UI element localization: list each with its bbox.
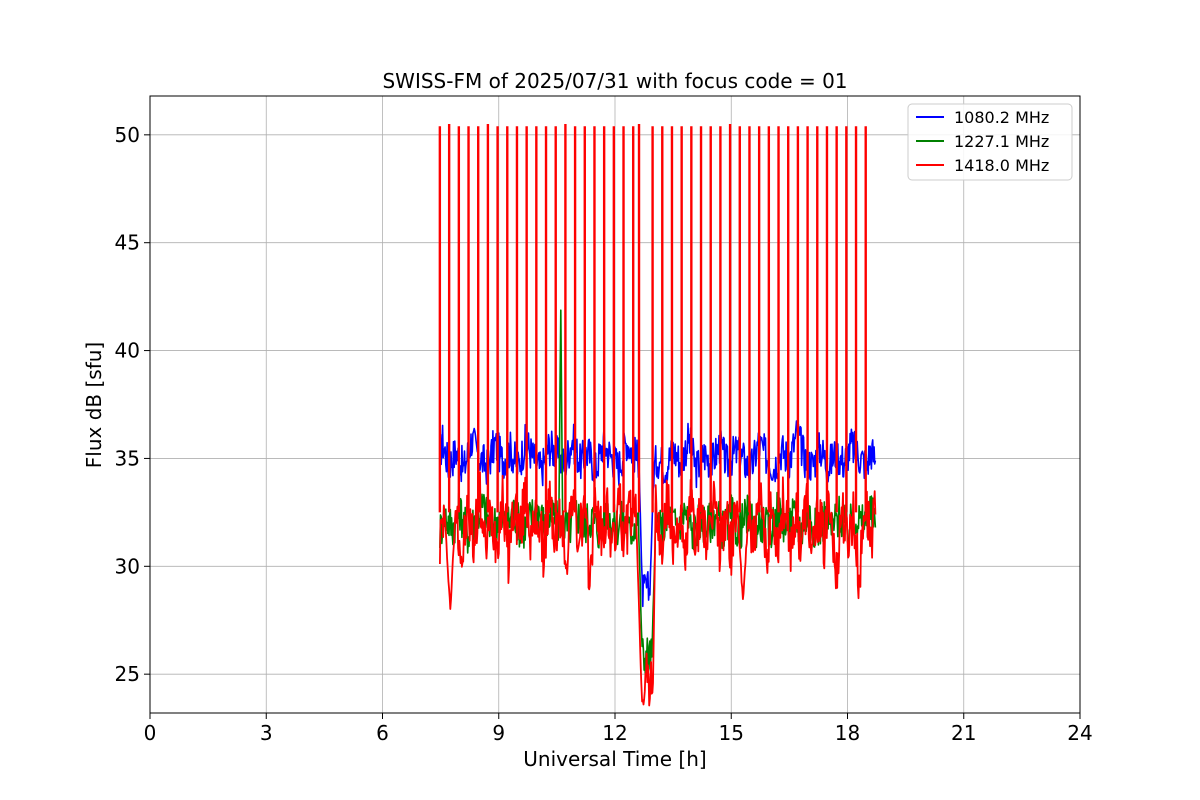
x-tick-label: 12 bbox=[602, 721, 627, 745]
x-axis-label: Universal Time [h] bbox=[523, 747, 706, 771]
y-tick-label: 40 bbox=[115, 339, 140, 363]
x-tick-label: 9 bbox=[492, 721, 505, 745]
legend-label: 1080.2 MHz bbox=[954, 108, 1049, 127]
legend-label: 1418.0 MHz bbox=[954, 156, 1049, 175]
x-tick-label: 21 bbox=[951, 721, 976, 745]
x-tick-label: 0 bbox=[144, 721, 157, 745]
series-0 bbox=[439, 420, 877, 608]
y-tick-label: 25 bbox=[115, 662, 140, 686]
x-tick-label: 6 bbox=[376, 721, 389, 745]
legend: 1080.2 MHz 1227.1 MHz 1418.0 MHz bbox=[907, 103, 1073, 181]
x-tick-label: 18 bbox=[835, 721, 860, 745]
y-tick-label: 45 bbox=[115, 231, 140, 255]
y-tick-label: 50 bbox=[115, 123, 140, 147]
series-line bbox=[439, 420, 877, 608]
x-tick-label: 3 bbox=[260, 721, 273, 745]
y-axis-label: Flux dB [sfu] bbox=[82, 342, 106, 468]
y-axis-ticks: 25 30 35 40 45 50 bbox=[115, 123, 150, 686]
y-tick-label: 35 bbox=[115, 446, 140, 470]
x-axis-ticks: 0 3 6 9 12 15 18 21 24 bbox=[144, 713, 1093, 745]
chart-title: SWISS-FM of 2025/07/31 with focus code =… bbox=[382, 69, 847, 93]
legend-label: 1227.1 MHz bbox=[954, 132, 1049, 151]
x-tick-label: 24 bbox=[1067, 721, 1092, 745]
x-tick-label: 15 bbox=[719, 721, 744, 745]
series-line bbox=[439, 471, 877, 707]
legend-box bbox=[907, 103, 1073, 181]
y-tick-label: 30 bbox=[115, 554, 140, 578]
series-2 bbox=[438, 124, 877, 707]
plot-area bbox=[438, 124, 877, 707]
